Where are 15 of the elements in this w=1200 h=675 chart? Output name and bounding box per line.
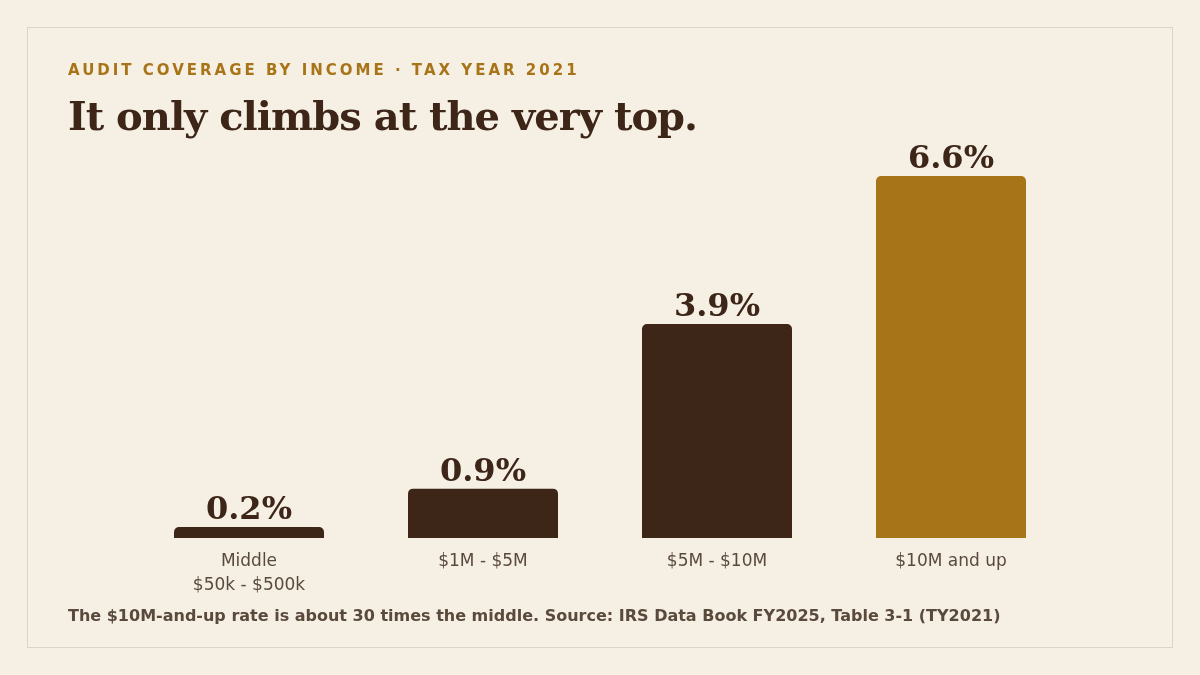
bar [408,488,558,538]
data-label: 3.9% [673,286,761,325]
text: The $10M-and-up rate is about 30 times the middle. Source: IRS Data Book FY2025, Table 3-1 (TY2021) [68,606,1001,625]
x-tick-label: $1M - $5M [438,550,528,570]
x-tick-label: $5M - $10M [666,550,768,570]
chart-subtitle: AUDIT COVERAGE BY INCOME · TAX YEAR 2021 [68,61,580,79]
data-label: 0.2% [205,489,293,528]
data-label: 0.9% [439,450,527,489]
bar [642,324,792,538]
x-tick-label: Middle $50k - $500k [192,550,306,594]
x-tick-label: $10M and up [895,550,1007,570]
bar [876,176,1026,538]
chart-title: It only climbs at the very top. [68,92,697,139]
bar [174,527,324,538]
data-label: 6.6% [907,138,995,176]
